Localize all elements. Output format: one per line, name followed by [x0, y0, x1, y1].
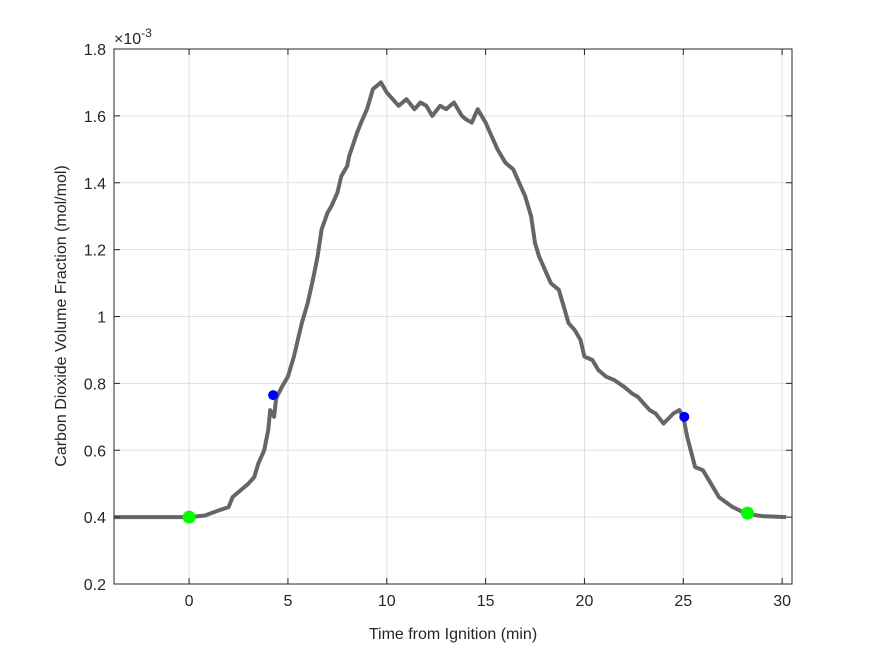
y-multiplier-exp: -3	[141, 26, 152, 40]
y-tick-label: 0.4	[84, 510, 106, 527]
mid-marker	[268, 390, 279, 401]
y-multiplier: ×10-3	[114, 26, 152, 48]
x-tick-label: 15	[477, 593, 495, 610]
start-marker	[182, 510, 196, 524]
co2-series-line	[114, 80, 787, 520]
y-axis-label: Carbon Dioxide Volume Fraction (mol/mol)	[53, 165, 70, 466]
y-multiplier-base: ×10	[114, 31, 141, 48]
x-axis-label: Time from Ignition (min)	[369, 626, 537, 643]
y-tick-label: 1.4	[84, 176, 106, 193]
x-tick-label: 30	[773, 593, 791, 610]
y-tick-label: 0.6	[84, 443, 106, 460]
mid-marker	[679, 411, 690, 422]
y-tick-label: 1.8	[84, 42, 106, 59]
y-tick-label: 1	[97, 310, 106, 327]
grid	[114, 48, 792, 585]
y-tick-label: 0.8	[84, 376, 106, 393]
y-tick-label: 1.2	[84, 243, 106, 260]
x-tick-label: 5	[283, 593, 292, 610]
x-tick-label: 20	[576, 593, 594, 610]
end-marker	[741, 506, 755, 520]
x-tick-label: 0	[185, 593, 194, 610]
x-tick-label: 10	[378, 593, 396, 610]
x-tick-label: 25	[674, 593, 692, 610]
markers	[182, 390, 755, 524]
y-tick-label: 0.2	[84, 577, 106, 594]
y-tick-label: 1.6	[84, 109, 106, 126]
ticks: 0 5 10 15 20 25 30 0.2 0.4 0.6 0.8 1 1.2 1.4 1.6 1.8	[84, 42, 792, 610]
